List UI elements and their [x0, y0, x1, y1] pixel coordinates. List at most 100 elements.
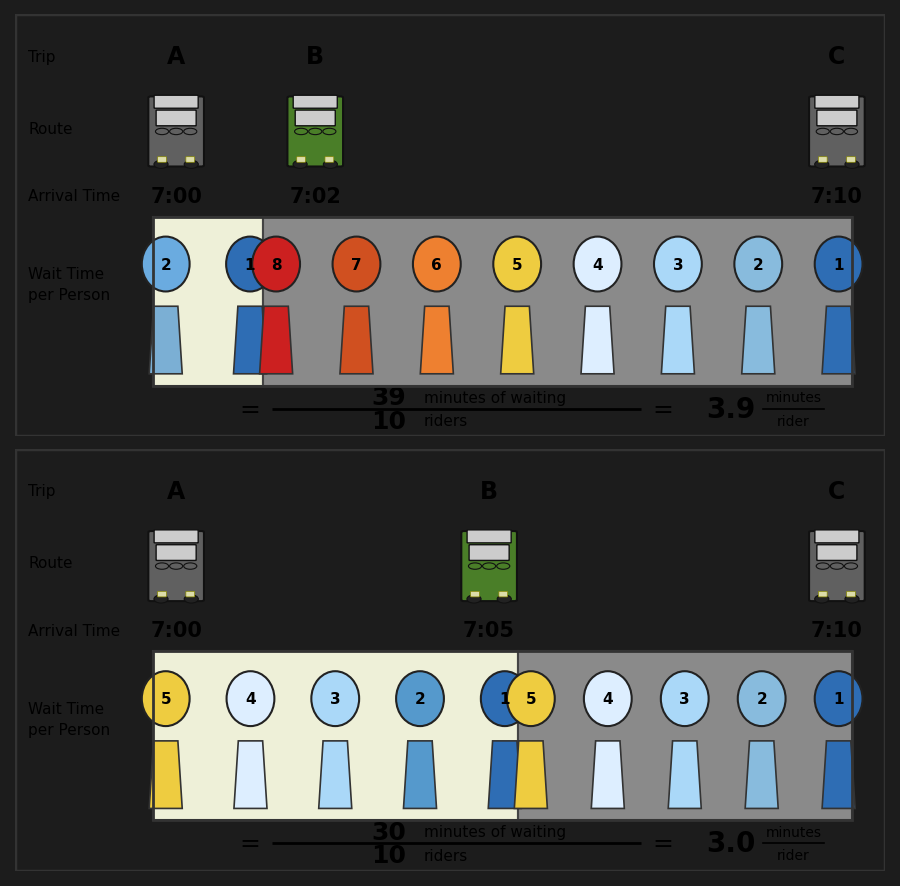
Polygon shape	[319, 741, 352, 809]
Ellipse shape	[814, 595, 829, 603]
Circle shape	[184, 129, 197, 136]
Text: riders: riders	[424, 414, 468, 429]
FancyBboxPatch shape	[186, 158, 194, 163]
FancyBboxPatch shape	[814, 96, 859, 109]
Text: 5: 5	[512, 257, 523, 272]
Polygon shape	[489, 741, 521, 809]
Polygon shape	[668, 741, 701, 809]
Ellipse shape	[396, 672, 444, 727]
Text: 10: 10	[372, 409, 407, 433]
Ellipse shape	[154, 595, 168, 603]
Text: C: C	[828, 45, 845, 69]
Polygon shape	[149, 741, 182, 809]
Text: 1: 1	[833, 257, 844, 272]
FancyBboxPatch shape	[518, 651, 851, 820]
FancyBboxPatch shape	[287, 97, 343, 167]
Circle shape	[156, 563, 168, 570]
Polygon shape	[233, 307, 266, 375]
Circle shape	[169, 563, 183, 570]
Text: =: =	[652, 832, 673, 856]
Ellipse shape	[142, 237, 190, 292]
FancyBboxPatch shape	[809, 532, 865, 602]
Text: 3: 3	[330, 691, 340, 706]
FancyBboxPatch shape	[818, 592, 827, 597]
Circle shape	[831, 563, 843, 570]
Circle shape	[468, 563, 482, 570]
Polygon shape	[822, 741, 855, 809]
Text: 1: 1	[833, 691, 844, 706]
Ellipse shape	[654, 237, 702, 292]
Circle shape	[169, 129, 183, 136]
FancyBboxPatch shape	[154, 96, 198, 109]
Text: Wait Time
per Person: Wait Time per Person	[28, 701, 111, 737]
Ellipse shape	[573, 237, 622, 292]
FancyBboxPatch shape	[847, 158, 855, 163]
Text: A: A	[167, 479, 185, 503]
FancyBboxPatch shape	[186, 592, 194, 597]
Text: A: A	[167, 45, 185, 69]
Ellipse shape	[413, 237, 461, 292]
Ellipse shape	[184, 161, 198, 169]
Text: 7:02: 7:02	[289, 186, 341, 206]
Text: minutes: minutes	[765, 391, 822, 405]
Text: 1: 1	[500, 691, 510, 706]
Text: 2: 2	[160, 257, 171, 272]
FancyBboxPatch shape	[153, 651, 518, 820]
Ellipse shape	[142, 672, 190, 727]
Text: B: B	[480, 479, 498, 503]
Text: =: =	[239, 398, 260, 422]
Text: Arrival Time: Arrival Time	[28, 623, 121, 638]
Ellipse shape	[226, 237, 274, 292]
Text: 7:05: 7:05	[464, 620, 515, 641]
Ellipse shape	[845, 595, 859, 603]
Text: Wait Time
per Person: Wait Time per Person	[28, 267, 111, 303]
Ellipse shape	[584, 672, 632, 727]
Circle shape	[294, 129, 308, 136]
Text: 2: 2	[753, 257, 763, 272]
FancyBboxPatch shape	[809, 97, 865, 167]
Polygon shape	[403, 741, 436, 809]
Text: riders: riders	[424, 848, 468, 863]
Ellipse shape	[333, 237, 381, 292]
Text: 3: 3	[672, 257, 683, 272]
Text: minutes: minutes	[765, 825, 822, 839]
Polygon shape	[514, 741, 547, 809]
Text: C: C	[828, 479, 845, 503]
Ellipse shape	[497, 595, 511, 603]
Ellipse shape	[661, 672, 708, 727]
Circle shape	[816, 563, 829, 570]
Polygon shape	[500, 307, 534, 375]
FancyBboxPatch shape	[471, 592, 480, 597]
Ellipse shape	[293, 161, 307, 169]
Text: =: =	[652, 398, 673, 422]
Polygon shape	[234, 741, 267, 809]
Polygon shape	[581, 307, 614, 375]
Ellipse shape	[814, 161, 829, 169]
FancyBboxPatch shape	[148, 532, 204, 602]
FancyBboxPatch shape	[469, 545, 509, 561]
Text: 4: 4	[245, 691, 256, 706]
Circle shape	[184, 563, 197, 570]
Ellipse shape	[814, 237, 862, 292]
Ellipse shape	[734, 237, 782, 292]
Text: 3.0: 3.0	[706, 829, 756, 858]
Ellipse shape	[507, 672, 554, 727]
Polygon shape	[745, 741, 778, 809]
Ellipse shape	[184, 595, 198, 603]
FancyBboxPatch shape	[467, 530, 511, 543]
Text: 6: 6	[431, 257, 442, 272]
Polygon shape	[591, 741, 625, 809]
Text: Trip: Trip	[28, 50, 56, 65]
Text: 1: 1	[245, 257, 256, 272]
Ellipse shape	[481, 672, 528, 727]
FancyBboxPatch shape	[148, 97, 204, 167]
Text: 8: 8	[271, 257, 282, 272]
Text: 7:00: 7:00	[150, 186, 202, 206]
Ellipse shape	[738, 672, 786, 727]
Text: 7:00: 7:00	[150, 620, 202, 641]
Text: 7: 7	[351, 257, 362, 272]
Circle shape	[844, 563, 858, 570]
FancyBboxPatch shape	[847, 592, 855, 597]
Text: minutes of waiting: minutes of waiting	[424, 390, 566, 405]
FancyBboxPatch shape	[817, 111, 857, 127]
